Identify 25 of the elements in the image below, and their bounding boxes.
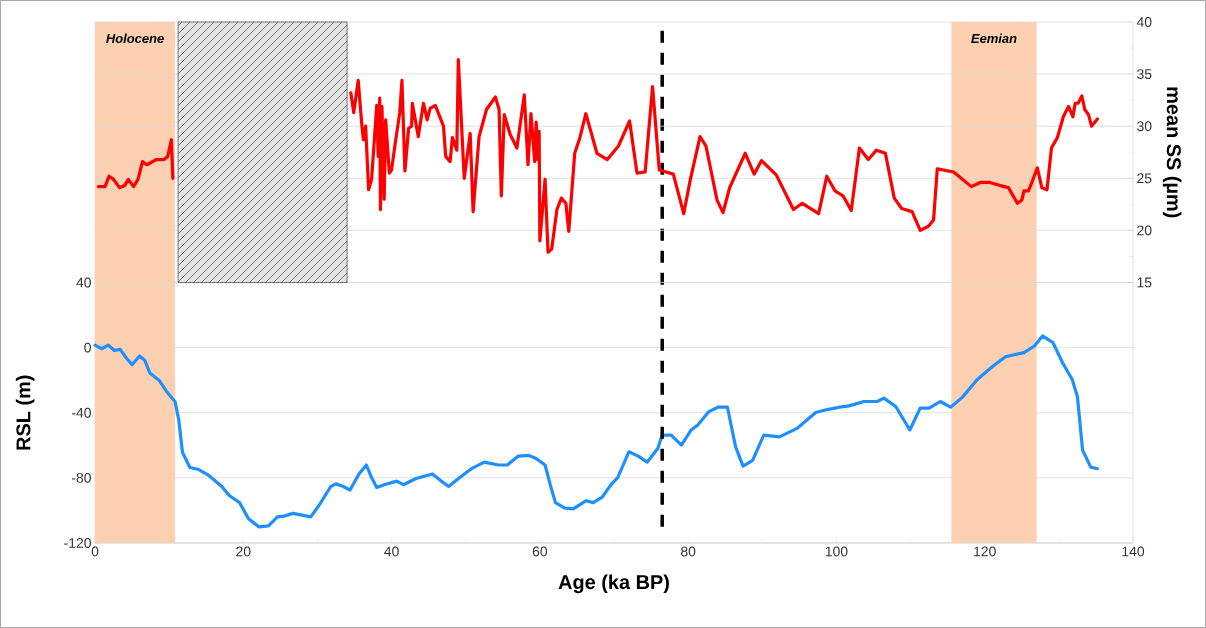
x-tick-label: 100 — [825, 546, 848, 557]
y-tick-label: -80 — [71, 472, 91, 483]
y2-tick-label: 30 — [1137, 121, 1152, 132]
y-tick-label: 0 — [84, 342, 91, 353]
x-tick-label: 20 — [236, 546, 251, 557]
y2-tick-label: 40 — [1136, 17, 1152, 27]
y-tick-label: 40 — [76, 277, 91, 288]
line-series — [93, 334, 1100, 529]
y-tick-label: -40 — [71, 407, 91, 418]
y2-tick-label: 15 — [1137, 277, 1152, 288]
x-axis-title: Age (ka BP) — [558, 574, 669, 594]
x-tick-label: 40 — [384, 546, 399, 557]
y2-axis-title: mean SS (µm) — [1162, 87, 1182, 218]
y2-tick-label: 35 — [1137, 69, 1152, 80]
x-tick-label: 0 — [91, 546, 99, 557]
y-tick-label: -120 — [64, 538, 91, 548]
x-tick-label: 140 — [1122, 546, 1145, 557]
y2-tick-label: 20 — [1137, 225, 1152, 236]
x-tick-label: 60 — [532, 546, 548, 557]
band-label: Holocene — [106, 33, 164, 44]
x-tick-label: 80 — [681, 546, 696, 557]
band-label: Eemian — [971, 33, 1017, 44]
x-tick-label: 120 — [974, 546, 996, 557]
y-axis-title: RSL (m) — [15, 375, 35, 450]
y2-tick-label: 25 — [1137, 173, 1152, 184]
